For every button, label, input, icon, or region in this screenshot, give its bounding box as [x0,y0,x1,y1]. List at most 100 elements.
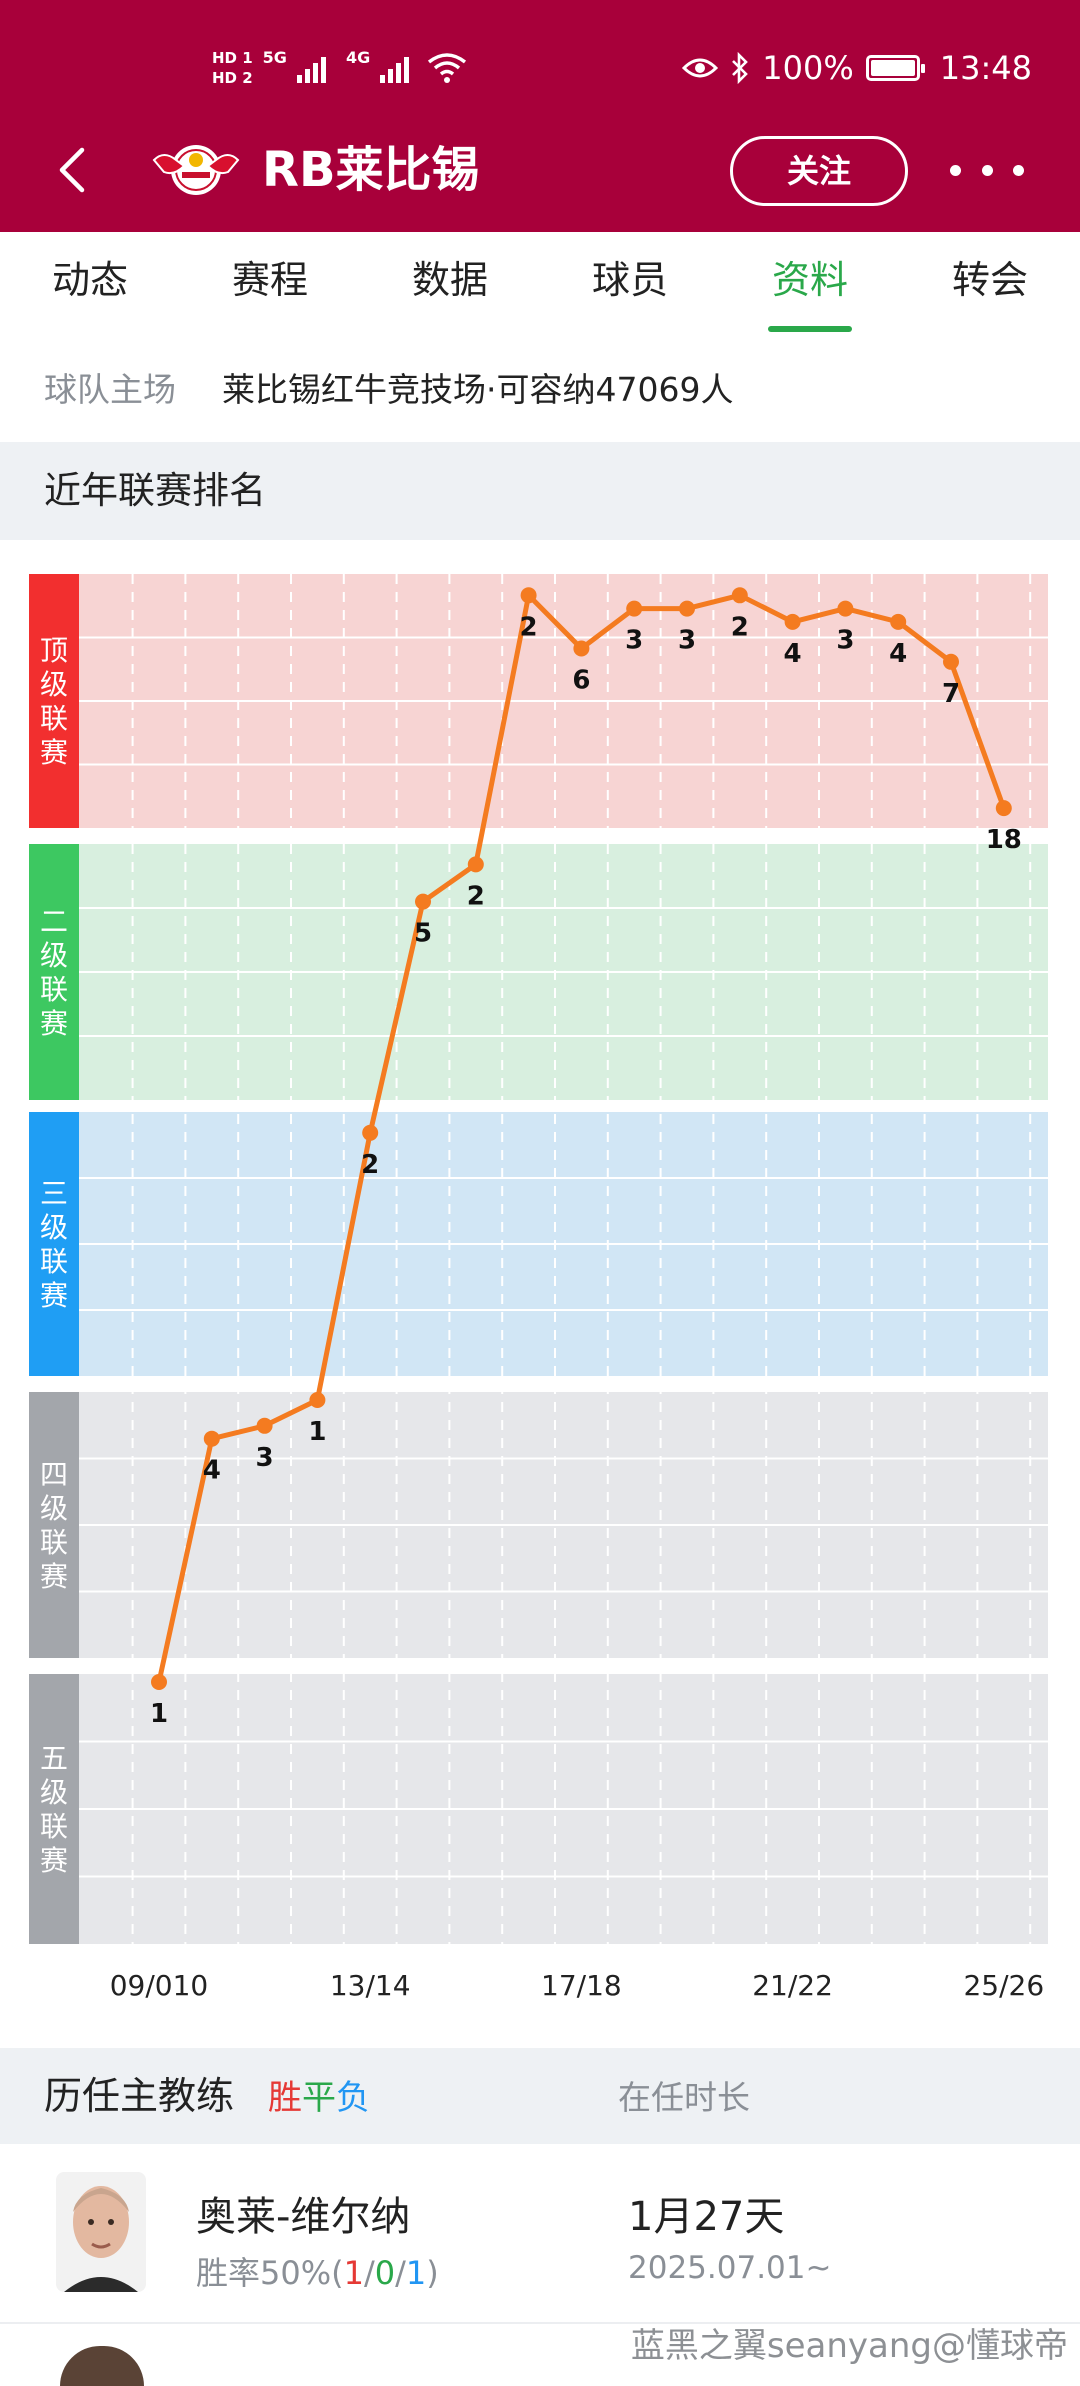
ranking-point [995,800,1012,817]
coach-start-date: 2025.07.01~ [628,2250,832,2286]
legend-win: 胜 [268,2078,302,2118]
tab-stats[interactable]: 数据 [411,258,488,302]
ranking-label: 6 [572,666,590,696]
ranking-point [573,640,590,657]
rate-sep-1: / [363,2254,375,2292]
coach-wins: 1 [343,2254,364,2292]
tab-schedule[interactable]: 赛程 [231,258,308,302]
tier-label-bar [29,1674,79,1944]
ranking-label: 3 [678,626,696,656]
x-tick-label: 09/010 [110,1969,209,2002]
x-tick-label: 21/22 [752,1969,833,2002]
app-header: HD 1 HD 2 5G 4G 100% 13:4 [0,0,1080,232]
ranking-point [151,1674,167,1690]
ranking-point [837,600,854,617]
battery-percent: 100% [762,49,854,87]
tier-label-bar [29,1112,79,1376]
tab-transfers[interactable]: 转会 [951,258,1028,302]
tier-label-char: 联 [40,1810,68,1843]
tier-label-char: 级 [40,1776,68,1809]
watermark: 蓝黑之翼seanyang@懂球帝 [630,2326,1068,2366]
tier-label-char: 联 [40,702,68,735]
coach-draws: 0 [374,2254,396,2292]
legend-loss: 负 [336,2078,370,2118]
tab-players[interactable]: 球员 [591,258,668,302]
ranking-point [467,856,484,873]
tier-label-char: 联 [40,1526,68,1559]
ranking-label: 1 [308,1417,326,1447]
ranking-section-title: 近年联赛排名 [44,469,266,512]
tier-label-bar [29,574,79,828]
hd1-label: HD 1 [212,49,253,67]
more-icon[interactable] [950,148,1024,192]
coach-row[interactable]: 奥莱-维尔纳 胜率50%(1/0/1) 1月27天 2025.07.01~ [0,2144,1080,2324]
network2-label: 4G [345,48,371,67]
ranking-point [626,600,643,617]
battery-icon [865,55,925,81]
tier-label-char: 级 [40,668,68,701]
tier-label-char: 级 [40,1211,68,1244]
tier-label-char: 联 [40,1245,68,1278]
coaches-section-header: 历任主教练 胜平负 在任时长 [0,2048,1080,2144]
tab-news[interactable]: 动态 [51,258,128,302]
ranking-label: 4 [784,639,802,669]
ranking-label: 1 [150,1699,168,1729]
tier-label-char: 四 [40,1458,68,1491]
tier-label-char: 赛 [40,1279,68,1312]
tier-label-char: 赛 [40,1844,68,1877]
tier-label-char: 三 [40,1177,68,1210]
network1-label: 5G [262,48,287,67]
wifi-icon [428,53,467,83]
tier-label-char: 五 [40,1742,68,1775]
tier-label-char: 赛 [40,1007,68,1040]
coach-tenure: 1月27天 [628,2194,785,2240]
rate-sep-2: / [395,2254,406,2292]
tier-label-char: 赛 [40,1560,68,1593]
ranking-point [256,1417,273,1434]
hd2-label: HD 2 [212,69,253,87]
tab-bar: 动态 赛程 数据 球员 资料 转会 [0,232,1080,332]
ranking-label: 2 [467,881,485,911]
ranking-label: 7 [942,679,960,709]
win-rate-prefix: 胜率50%( [196,2254,344,2292]
tier-label-char: 二 [40,905,68,938]
ranking-point [203,1430,220,1447]
tier-label-bar [29,844,79,1100]
eye-icon [682,58,719,78]
hd-indicators: HD 1 HD 2 [212,48,253,88]
tier-label-char: 联 [40,973,68,1006]
tab-info[interactable]: 资料 [720,232,900,332]
ranking-label: 3 [836,626,854,656]
signal2-icon [380,53,410,83]
ranking-point [731,587,748,604]
stadium-label: 球队主场 [44,370,176,409]
tier-label-char: 顶 [40,634,68,667]
stadium-row: 球队主场 莱比锡红牛竞技场·可容纳47069人 [0,332,1080,442]
x-tick-label: 17/18 [541,1969,622,2002]
ranking-label: 18 [986,825,1022,855]
clock: 13:48 [939,49,1032,87]
coach-losses: 1 [405,2254,427,2292]
ranking-label: 2 [361,1150,379,1180]
tier-label-bar [29,1392,79,1658]
coach-name: 奥莱-维尔纳 [196,2194,411,2240]
tier-label-char: 赛 [40,736,68,769]
team-name: RB莱比锡 [262,142,480,198]
legend-draw: 平 [302,2078,336,2118]
ranking-point [784,613,801,630]
x-tick-label: 25/26 [963,1969,1044,2002]
tier-label-char: 级 [40,939,68,972]
ranking-point [309,1392,326,1408]
ranking-label: 5 [414,919,432,949]
ranking-point [415,893,431,910]
next-coach-avatar [60,2346,144,2386]
ranking-point [679,600,695,617]
ranking-label: 3 [625,626,643,656]
ranking-label: 3 [256,1443,274,1473]
back-icon[interactable] [46,140,106,200]
tenure-header: 在任时长 [618,2078,750,2117]
win-rate-suffix: ) [426,2254,439,2292]
follow-button[interactable]: 关注 [730,136,908,206]
ranking-label: 4 [203,1456,221,1486]
